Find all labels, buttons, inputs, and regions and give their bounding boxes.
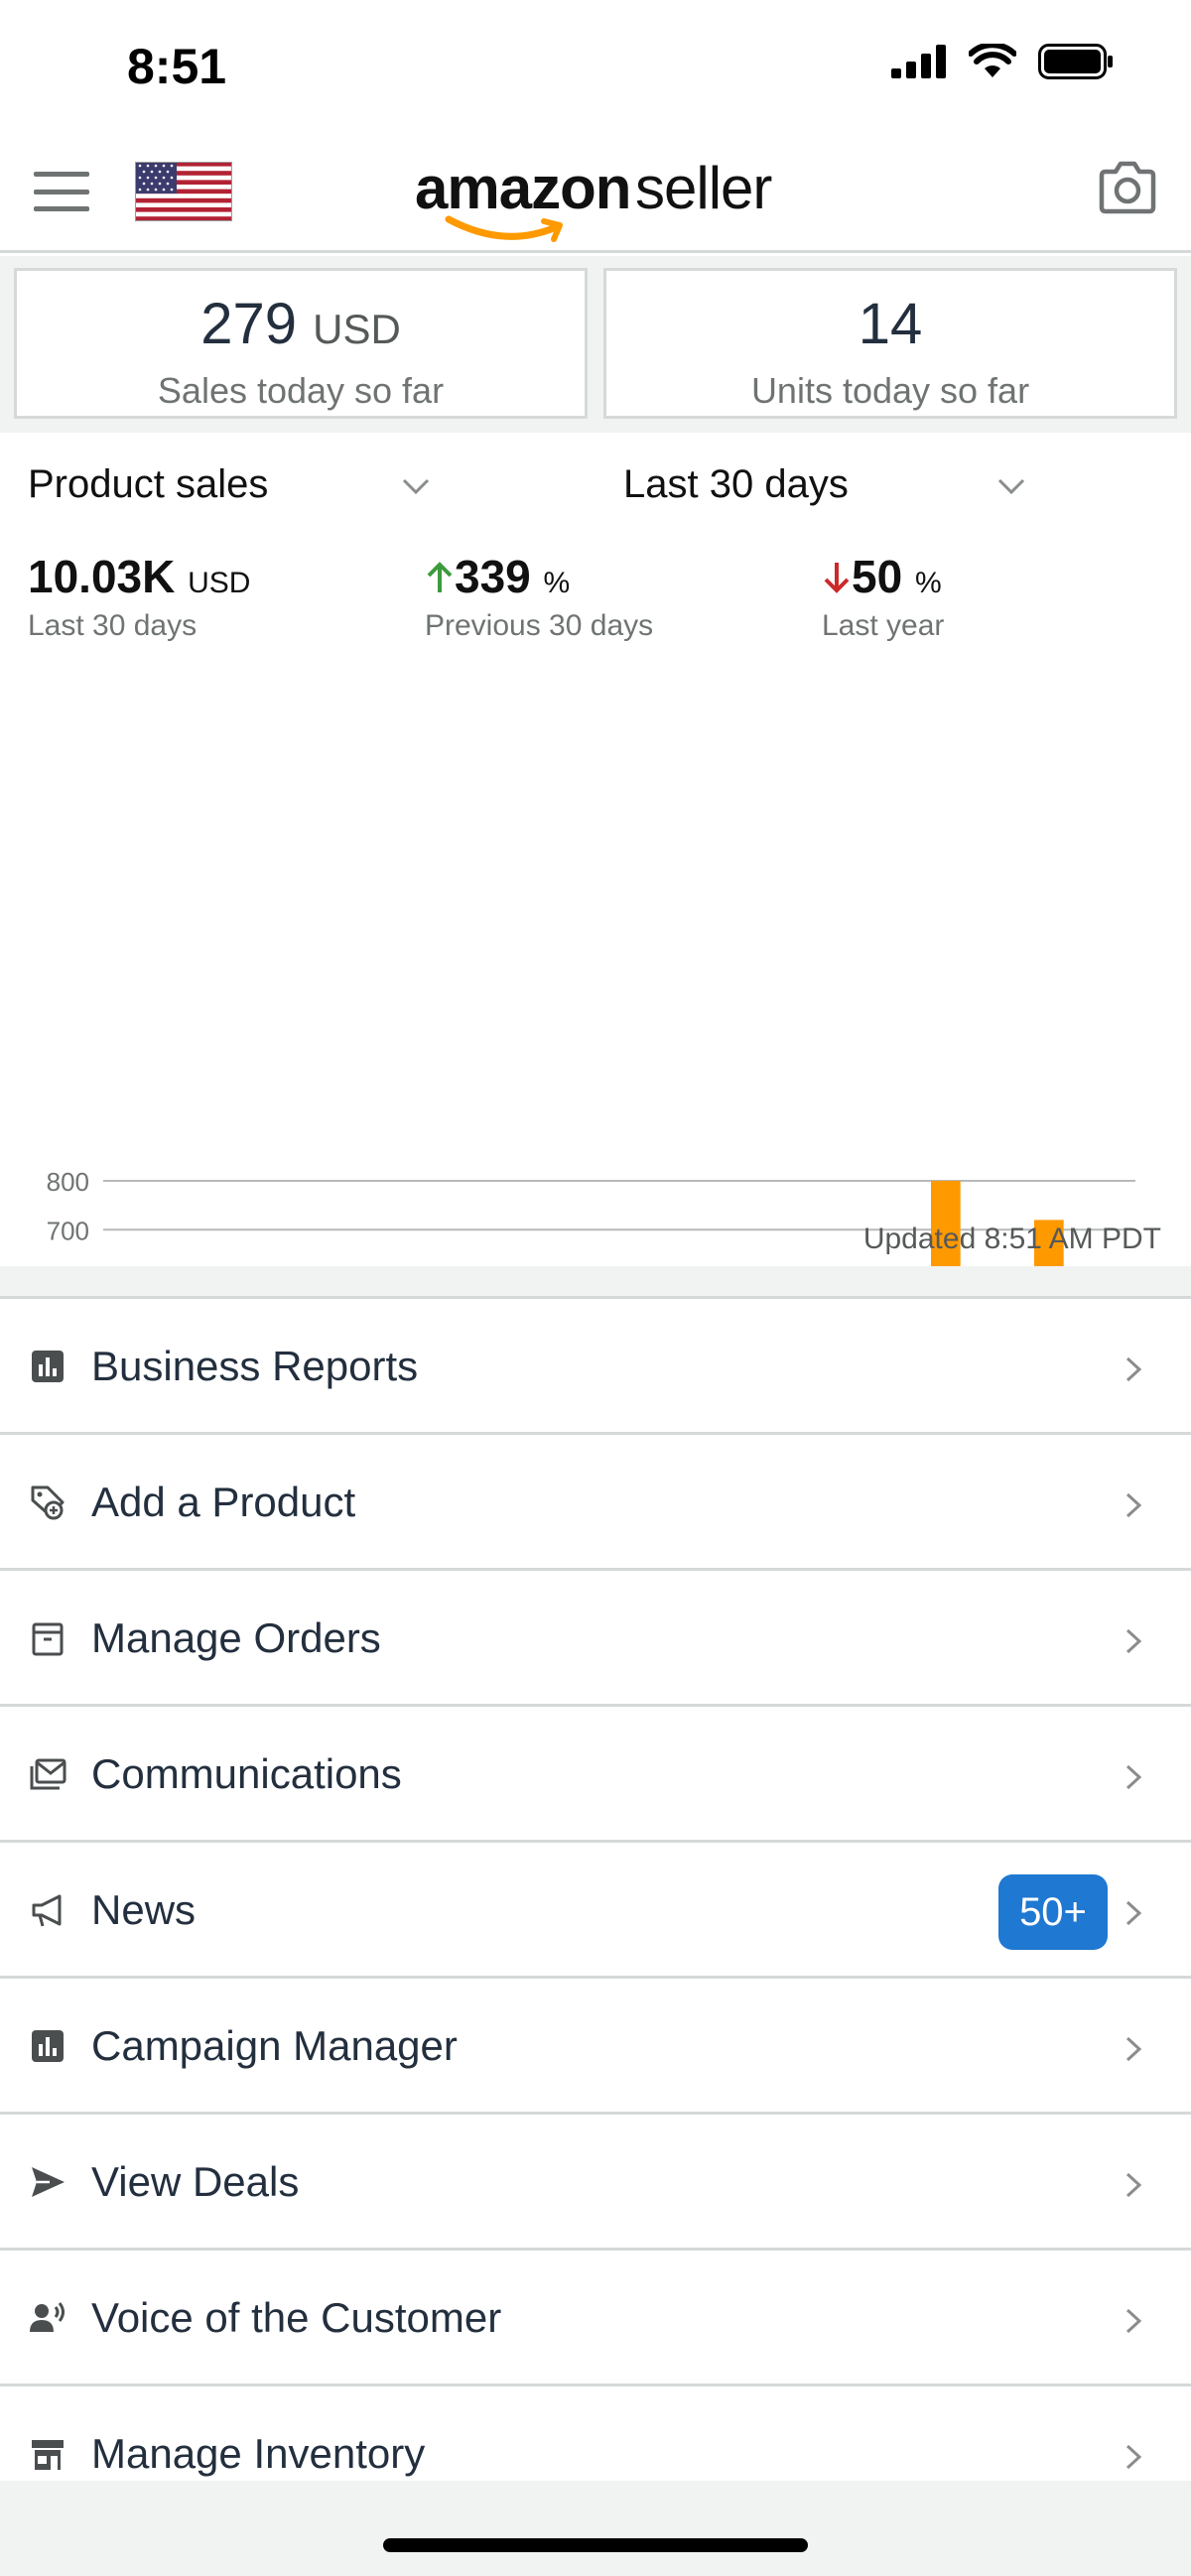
amazon-smile-icon	[445, 215, 563, 242]
chevron-down-icon[interactable]	[401, 476, 431, 496]
menu-item-label: Manage Inventory	[91, 2430, 426, 2477]
arrow-down-icon	[824, 563, 850, 593]
sales-today-card[interactable]: 279 USD Sales today so far	[14, 268, 588, 419]
total-stat: 10.03K USD Last 30 days	[28, 550, 250, 643]
total-value: 10.03K	[28, 551, 176, 602]
status-time: 8:51	[127, 39, 227, 94]
menu-item-label: News	[91, 1886, 197, 1933]
menu-icon[interactable]	[34, 172, 89, 211]
today-summary: 279 USD Sales today so far 14 Units toda…	[0, 256, 1191, 433]
last-year-change-label: Last year	[822, 609, 945, 642]
menu-item-campaign-manager[interactable]: Campaign Manager	[0, 1976, 1191, 2112]
menu-item-label: Manage Orders	[91, 1614, 381, 1661]
tag-plus-icon	[31, 1485, 65, 1520]
brand-amazon: amazon	[415, 155, 631, 221]
sales-metric-panel: Product sales Last 30 days 10.03K USD La…	[0, 433, 1191, 1619]
total-unit: USD	[188, 567, 251, 599]
menu-item-communications[interactable]: Communications	[0, 1704, 1191, 1840]
menu-item-label: Campaign Manager	[91, 2022, 458, 2069]
total-label: Last 30 days	[28, 609, 198, 642]
brand-seller: seller	[635, 155, 772, 221]
menu-item-voice-of-the-customer[interactable]: Voice of the Customer	[0, 2248, 1191, 2383]
chevron-right-icon	[1125, 2172, 1142, 2198]
main-menu: Business Reports Add a Product Manage Orde…	[0, 1296, 1191, 2519]
section-divider	[0, 1266, 1191, 1296]
units-today-label: Units today so far	[750, 370, 1030, 411]
store-icon	[32, 2440, 64, 2470]
nav-bar: amazon seller	[0, 134, 1191, 253]
wifi-icon	[969, 44, 1016, 77]
last-year-change-value: 50	[852, 551, 903, 602]
units-today-value: 14	[858, 292, 923, 356]
chevron-right-icon	[1125, 1356, 1142, 1382]
notification-badge: 50+	[998, 1874, 1108, 1950]
megaphone-icon	[32, 1894, 62, 1927]
box-icon	[32, 1622, 64, 1656]
y-tick-label: 800	[47, 1167, 89, 1197]
menu-item-label: Communications	[91, 1750, 402, 1797]
previous-change-value: 339	[455, 551, 531, 602]
range-selector[interactable]: Last 30 days	[623, 462, 849, 506]
sales-today-value: 279 USD	[200, 292, 401, 356]
customer-voice-icon	[30, 2302, 65, 2332]
battery-icon	[1038, 44, 1113, 79]
status-icons	[891, 44, 1114, 79]
chevron-right-icon	[1125, 1492, 1142, 1518]
menu-item-label: Voice of the Customer	[91, 2294, 502, 2341]
previous-change-label: Previous 30 days	[425, 609, 654, 642]
sales-today-label: Sales today so far	[157, 370, 445, 411]
chevron-right-icon	[1125, 1628, 1142, 1654]
previous-period-stat: 339 % Previous 30 days	[425, 551, 654, 642]
cellular-signal-icon	[891, 45, 946, 78]
menu-item-add-a-product[interactable]: Add a Product	[0, 1432, 1191, 1568]
us-flag-icon[interactable]	[135, 162, 232, 221]
amazon-seller-logo: amazon seller	[415, 154, 792, 243]
mail-icon	[30, 1758, 66, 1790]
menu-item-business-reports[interactable]: Business Reports	[0, 1296, 1191, 1432]
bar-chart-icon	[32, 2030, 64, 2062]
metric-selector[interactable]: Product sales	[28, 462, 269, 506]
chevron-down-icon[interactable]	[996, 476, 1026, 496]
status-bar: 8:51	[0, 0, 1191, 134]
chevron-right-icon	[1125, 1764, 1142, 1790]
bottom-bar	[0, 2481, 1191, 2576]
updated-timestamp: Updated 8:51 AM PDT	[862, 1223, 1161, 1255]
menu-item-view-deals[interactable]: View Deals	[0, 2112, 1191, 2248]
chevron-right-icon	[1125, 1900, 1142, 1926]
arrow-up-icon	[427, 562, 453, 592]
camera-icon[interactable]	[1098, 160, 1157, 215]
menu-item-label: View Deals	[91, 2158, 300, 2205]
chevron-right-icon	[1125, 2444, 1142, 2470]
bar-chart-icon	[32, 1351, 64, 1382]
units-today-card[interactable]: 14 Units today so far	[603, 268, 1177, 419]
menu-item-label: Add a Product	[91, 1479, 356, 1525]
y-tick-label: 700	[47, 1216, 89, 1245]
send-icon	[32, 2167, 65, 2197]
menu-item-label: Business Reports	[91, 1343, 419, 1389]
menu-item-manage-orders[interactable]: Manage Orders	[0, 1568, 1191, 1704]
chevron-right-icon	[1125, 2036, 1142, 2062]
home-indicator[interactable]	[383, 2538, 808, 2552]
menu-item-news[interactable]: News 50+	[0, 1840, 1191, 1976]
last-year-stat: 50 % Last year	[822, 551, 945, 642]
chevron-right-icon	[1125, 2308, 1142, 2334]
